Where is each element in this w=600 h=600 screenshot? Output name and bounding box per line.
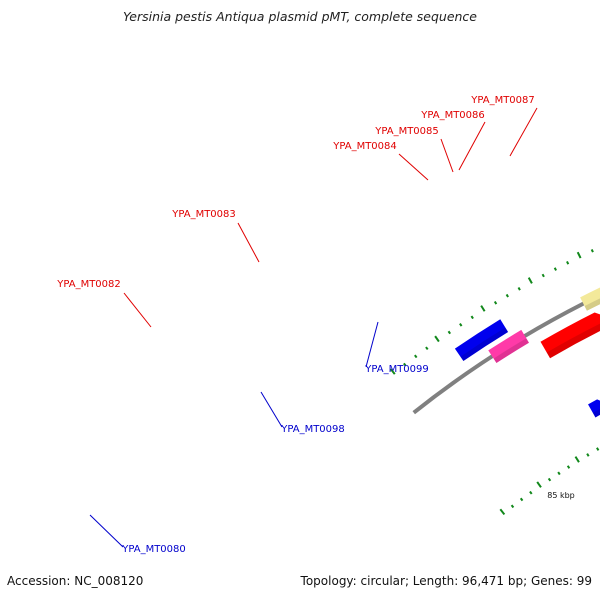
inner-scale-tick: [557, 471, 561, 476]
callout-line: [123, 292, 152, 328]
genome-summary: Topology: circular; Length: 96,471 bp; G…: [300, 574, 592, 588]
feature-shading: [584, 298, 600, 311]
backbone-layer: [412, 293, 600, 415]
inner-scale-tick: [519, 497, 524, 502]
genome-backbone: [412, 293, 600, 415]
outer-scale-tick: [459, 323, 463, 327]
gene-label: YPA_MT0099: [364, 364, 429, 375]
scale-label: 85 kbp: [547, 491, 575, 500]
inner-scale-tick: [574, 456, 580, 463]
callout-line: [365, 321, 379, 368]
outer-scale-tick: [566, 261, 570, 265]
outer-scale-tick: [590, 248, 594, 253]
gene-label: YPA_MT0080: [121, 544, 186, 555]
callout-line: [89, 514, 124, 548]
outer-scale-tick: [493, 300, 498, 305]
feature-shading: [592, 408, 600, 418]
outer-scale-tick: [414, 354, 418, 359]
callout-line: [398, 153, 429, 181]
callout-line: [458, 121, 486, 171]
outer-scale-tick: [541, 273, 545, 278]
inner-scale-tick: [596, 447, 600, 451]
label-layer: 85 kbp86 kbp87 kbp88 kbp89 kbp90 kbp91 k…: [56, 95, 575, 555]
gene-label: YPA_MT0087: [470, 95, 535, 106]
feature-shading: [493, 338, 529, 364]
gene-label: YPA_MT0098: [280, 424, 345, 435]
inner-scale-tick: [499, 508, 506, 516]
outer-scale-tick: [517, 287, 521, 291]
yellow-feature: [580, 287, 600, 311]
outer-scale-tick: [470, 315, 474, 320]
callout-line: [237, 222, 260, 263]
gene-label: YPA_MT0083: [171, 209, 236, 220]
inner-scale-tick: [566, 465, 571, 469]
outer-scale-tick: [505, 293, 509, 298]
outer-scale-tick: [576, 251, 582, 259]
outer-scale-tick: [389, 368, 396, 375]
gene-label: YPA_MT0084: [332, 141, 397, 152]
map-title: Yersinia pestis Antiqua plasmid pMT, com…: [123, 9, 477, 24]
feature-shading: [460, 327, 509, 362]
gene-label: YPA_MT0086: [420, 110, 485, 121]
inner-scale-tick: [510, 504, 515, 509]
tick-layer: [389, 248, 600, 516]
callout-line: [260, 391, 283, 428]
inner-scale-tick: [586, 453, 590, 457]
feature-layer: [454, 287, 600, 418]
outer-scale-tick: [527, 277, 533, 284]
gene-label: YPA_MT0085: [374, 126, 439, 137]
blue-feature: [588, 399, 600, 418]
callout-line: [509, 107, 538, 157]
cds-arrow: [540, 312, 600, 359]
outer-scale-tick: [447, 330, 452, 335]
outer-scale-tick: [403, 362, 407, 367]
gene-label: YPA_MT0082: [56, 279, 121, 290]
outer-scale-tick: [434, 335, 440, 343]
outer-scale-tick: [425, 346, 429, 351]
callout-line: [440, 138, 454, 173]
accession-label: Accession: NC_008120: [7, 574, 144, 588]
blue-feature: [454, 319, 509, 362]
feature-shading: [546, 323, 600, 359]
inner-scale-tick: [547, 477, 552, 482]
pink-feature: [488, 329, 529, 364]
inner-scale-tick: [536, 481, 542, 488]
outer-scale-tick: [553, 267, 557, 271]
inner-scale-tick: [529, 490, 533, 495]
outer-scale-tick: [480, 305, 486, 312]
